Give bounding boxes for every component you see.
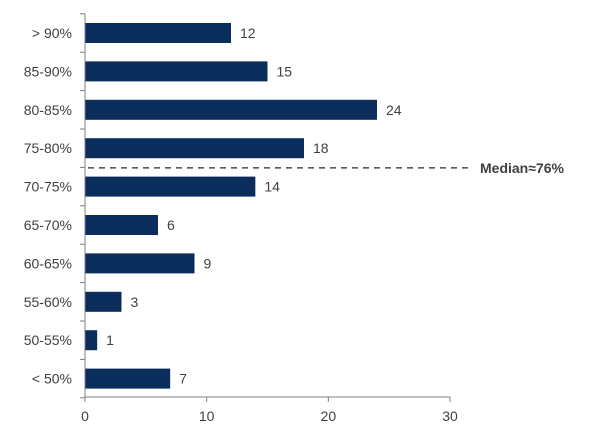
x-tick-label-3: 30	[442, 408, 458, 424]
bar-4	[85, 176, 256, 197]
bar-3	[85, 138, 304, 159]
bar-7	[85, 291, 122, 312]
x-tick-label-1: 10	[199, 408, 215, 424]
category-label-2: 80-85%	[24, 102, 72, 118]
axes: 0 10 20 30	[80, 13, 458, 424]
bar-1	[85, 61, 268, 82]
value-label-3: 18	[313, 140, 329, 156]
value-label-4: 14	[264, 179, 280, 195]
bar-9	[85, 368, 171, 389]
plot-area: > 90% 85-90% 80-85% 75-80% 70-75% 65-70% 60-65…	[24, 13, 564, 424]
bars-group	[85, 23, 377, 389]
value-labels: 12 15 24 18 14 6 9 3 1 7	[106, 25, 402, 387]
median-reference: Median≈76%	[88, 160, 564, 176]
value-label-5: 6	[167, 217, 175, 233]
category-label-5: 65-70%	[24, 217, 72, 233]
category-labels: > 90% 85-90% 80-85% 75-80% 70-75% 65-70% 60-65…	[24, 25, 72, 387]
category-label-4: 70-75%	[24, 179, 72, 195]
x-tick-label-0: 0	[81, 408, 89, 424]
bar-0	[85, 23, 231, 43]
category-label-9: < 50%	[32, 371, 72, 387]
value-label-2: 24	[386, 102, 402, 118]
category-label-3: 75-80%	[24, 140, 72, 156]
bar-6	[85, 253, 195, 274]
median-label: Median≈76%	[480, 160, 564, 176]
x-tick-label-2: 20	[321, 408, 337, 424]
value-label-8: 1	[106, 332, 114, 348]
value-label-1: 15	[277, 63, 293, 79]
value-label-9: 7	[179, 371, 187, 387]
category-label-6: 60-65%	[24, 255, 72, 271]
bar-5	[85, 215, 158, 235]
category-label-8: 50-55%	[24, 332, 72, 348]
bar-2	[85, 99, 377, 120]
value-label-7: 3	[131, 294, 139, 310]
category-label-7: 55-60%	[24, 294, 72, 310]
category-label-0: > 90%	[32, 25, 72, 41]
value-label-0: 12	[240, 25, 256, 41]
bar-8	[85, 330, 98, 351]
value-label-6: 9	[204, 255, 212, 271]
category-label-1: 85-90%	[24, 63, 72, 79]
